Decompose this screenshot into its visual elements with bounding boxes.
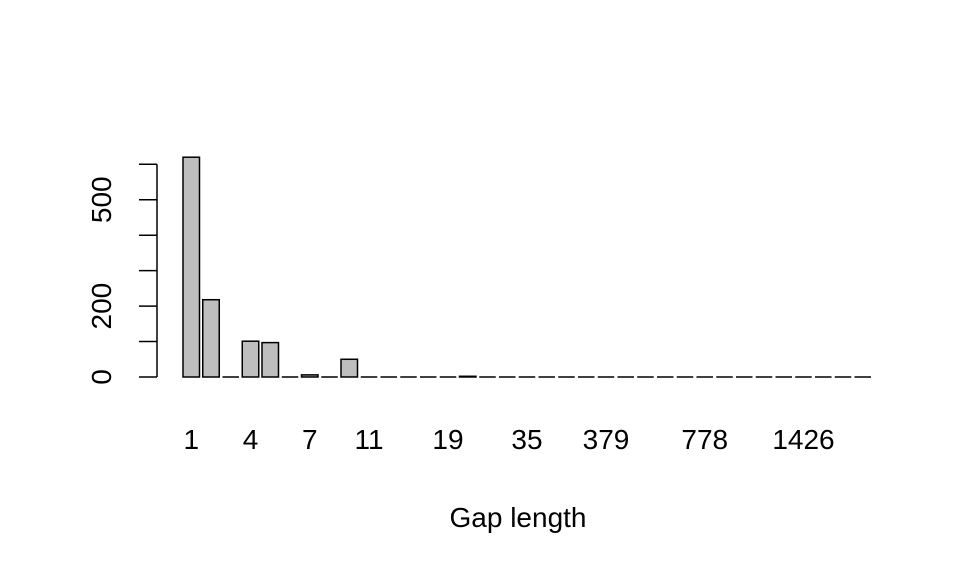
x-tick-label-1: 1 (183, 424, 199, 455)
bar-14 (458, 375, 477, 378)
bar-6 (300, 374, 319, 378)
x-tick-label-7: 7 (302, 424, 318, 455)
x-tick-label-11: 11 (354, 424, 383, 455)
x-tick-label-1426: 1426 (772, 424, 834, 455)
x-tick-label-778: 778 (681, 424, 728, 455)
y-axis: 0 200 500 (86, 163, 158, 385)
x-tick-label-35: 35 (511, 424, 542, 455)
bars-group (182, 156, 871, 378)
x-axis-title: Gap length (450, 502, 587, 533)
bar-4 (261, 341, 280, 378)
bar-8 (340, 358, 359, 378)
bar-0 (182, 156, 201, 378)
bar-1 (202, 298, 220, 378)
bar-3 (241, 340, 260, 378)
y-tick-label-500: 500 (86, 176, 117, 223)
y-tick-label-200: 200 (86, 283, 117, 330)
y-tick-label-0: 0 (86, 369, 117, 385)
x-tick-label-4: 4 (243, 424, 259, 455)
x-tick-label-19: 19 (432, 424, 463, 455)
x-tick-label-379: 379 (583, 424, 630, 455)
x-axis-labels: 1 4 7 11 19 35 379 778 1426 (183, 424, 834, 455)
